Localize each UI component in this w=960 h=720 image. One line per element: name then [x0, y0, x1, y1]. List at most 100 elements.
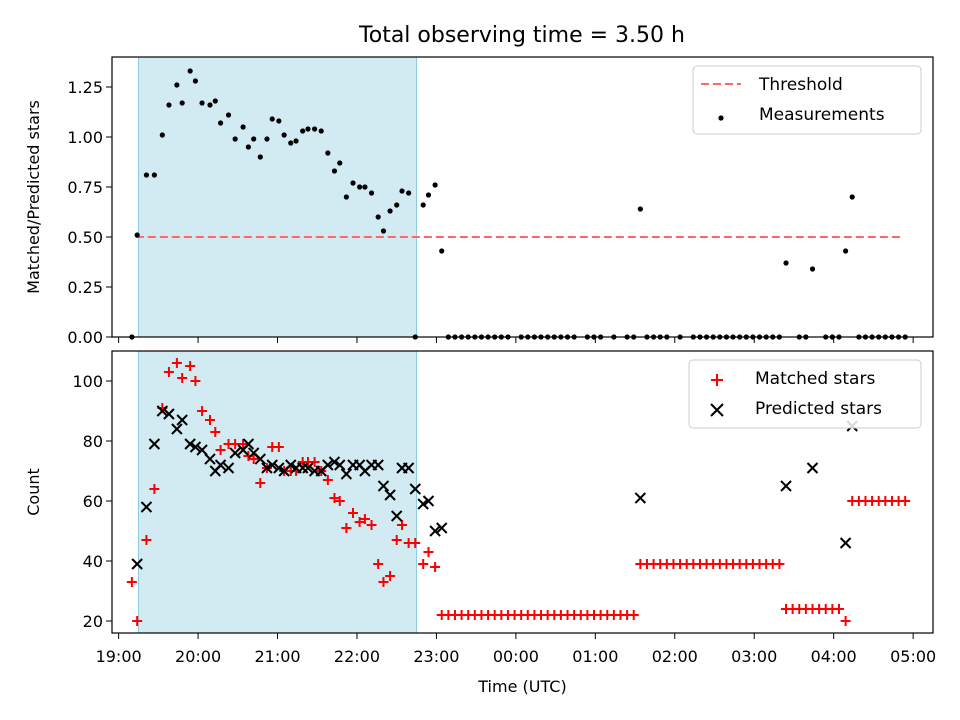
data-point: [196, 444, 208, 456]
x-tick-label: 02:00: [652, 647, 698, 666]
x-stroke-b: [261, 462, 273, 474]
data-point: [337, 160, 343, 166]
data-point: [354, 517, 365, 527]
data-point: [439, 248, 445, 254]
legend-plus-swatch: [711, 374, 723, 386]
data-point: [222, 462, 235, 474]
data-point: [329, 493, 340, 503]
legend-label: Predicted stars: [755, 399, 882, 419]
data-point: [248, 454, 259, 464]
data-point: [126, 577, 137, 587]
data-point: [410, 538, 421, 548]
data-point: [391, 535, 402, 545]
data-point: [409, 483, 421, 495]
data-point: [436, 522, 448, 534]
data-point: [171, 358, 182, 368]
data-point: [132, 616, 143, 626]
data-point: [423, 547, 434, 557]
x-stroke-b: [328, 456, 341, 468]
series-matched-stars: [126, 358, 911, 626]
data-point: [232, 136, 238, 142]
x-stroke-b: [710, 403, 724, 417]
x-stroke-b: [302, 462, 314, 474]
bottom-panel: 19:00 20:00 21:00 22:00 23:00 00:00 01:00 02:00…: [24, 350, 936, 696]
data-point: [190, 376, 201, 386]
data-point: [325, 150, 331, 156]
data-point: [261, 462, 273, 474]
data-point: [210, 427, 221, 437]
data-point: [187, 68, 193, 74]
data-point: [368, 190, 375, 196]
x-tick-label: 01:00: [572, 647, 618, 666]
y-tick-label: 40: [83, 552, 103, 571]
data-point: [385, 571, 396, 581]
x-stroke-b: [214, 459, 227, 471]
data-point: [184, 438, 196, 450]
x-tick-label: 21:00: [254, 647, 300, 666]
data-point: [350, 180, 356, 186]
data-point: [163, 367, 174, 377]
legend-box: [692, 65, 922, 135]
data-point: [281, 132, 287, 138]
data-point: [357, 184, 363, 190]
y-tick-label: 100: [72, 372, 103, 391]
x-stroke-b: [322, 459, 334, 471]
x-tick-label: 03:00: [731, 647, 777, 666]
data-point: [273, 442, 284, 452]
x-tick-label: 22:00: [334, 647, 380, 666]
x-tick-label: 23:00: [413, 647, 459, 666]
y-tick-label: 0.00: [67, 328, 103, 347]
legend-box: [688, 359, 922, 429]
data-point: [240, 124, 246, 130]
x-stroke-b: [409, 483, 421, 495]
data-point: [328, 456, 341, 468]
data-point: [179, 100, 185, 106]
y-tick-label: 20: [83, 612, 103, 631]
data-point: [390, 510, 403, 522]
x-tick-label: 19:00: [96, 647, 142, 666]
data-point: [373, 559, 384, 569]
data-point: [185, 361, 196, 371]
data-point: [362, 184, 368, 190]
data-point: [634, 492, 647, 504]
data-point: [375, 214, 381, 220]
data-point: [378, 577, 389, 587]
legend: Threshold Measurements: [692, 65, 922, 135]
x-axis-label: Time (UTC): [477, 677, 566, 696]
observing-window-band: [137, 350, 418, 634]
data-point: [143, 172, 150, 178]
data-point: [254, 453, 267, 465]
y-tick-label: 1.25: [67, 78, 103, 97]
data-point: [418, 559, 429, 569]
data-point: [238, 439, 249, 449]
data-point: [322, 459, 334, 471]
data-point: [257, 154, 263, 160]
data-point: [833, 604, 844, 614]
data-point: [151, 172, 157, 178]
x-stroke-b: [429, 525, 441, 537]
x-tick-label: 20:00: [175, 647, 221, 666]
data-point: [229, 447, 241, 459]
data-point: [285, 459, 297, 471]
data-point: [309, 457, 320, 467]
x-stroke-b: [273, 462, 285, 474]
y-tick-label: 80: [83, 432, 103, 451]
x-stroke-b: [806, 462, 819, 474]
data-point: [432, 182, 438, 188]
data-point: [322, 475, 333, 485]
y-axis-label: Count: [24, 468, 43, 516]
x-stroke-b: [839, 537, 852, 549]
data-point: [343, 194, 349, 200]
y-axis-label: Matched/Predicted stars: [24, 100, 43, 294]
x-stroke-b: [148, 438, 161, 450]
data-point: [251, 136, 257, 142]
x-stroke-b: [436, 522, 448, 534]
data-point: [264, 136, 270, 142]
x-stroke-b: [229, 447, 241, 459]
x-stroke-b: [131, 558, 143, 570]
data-point: [417, 498, 429, 510]
data-point: [174, 82, 180, 88]
y-tick-label: 0.50: [67, 228, 103, 247]
x-stroke-b: [384, 489, 396, 501]
